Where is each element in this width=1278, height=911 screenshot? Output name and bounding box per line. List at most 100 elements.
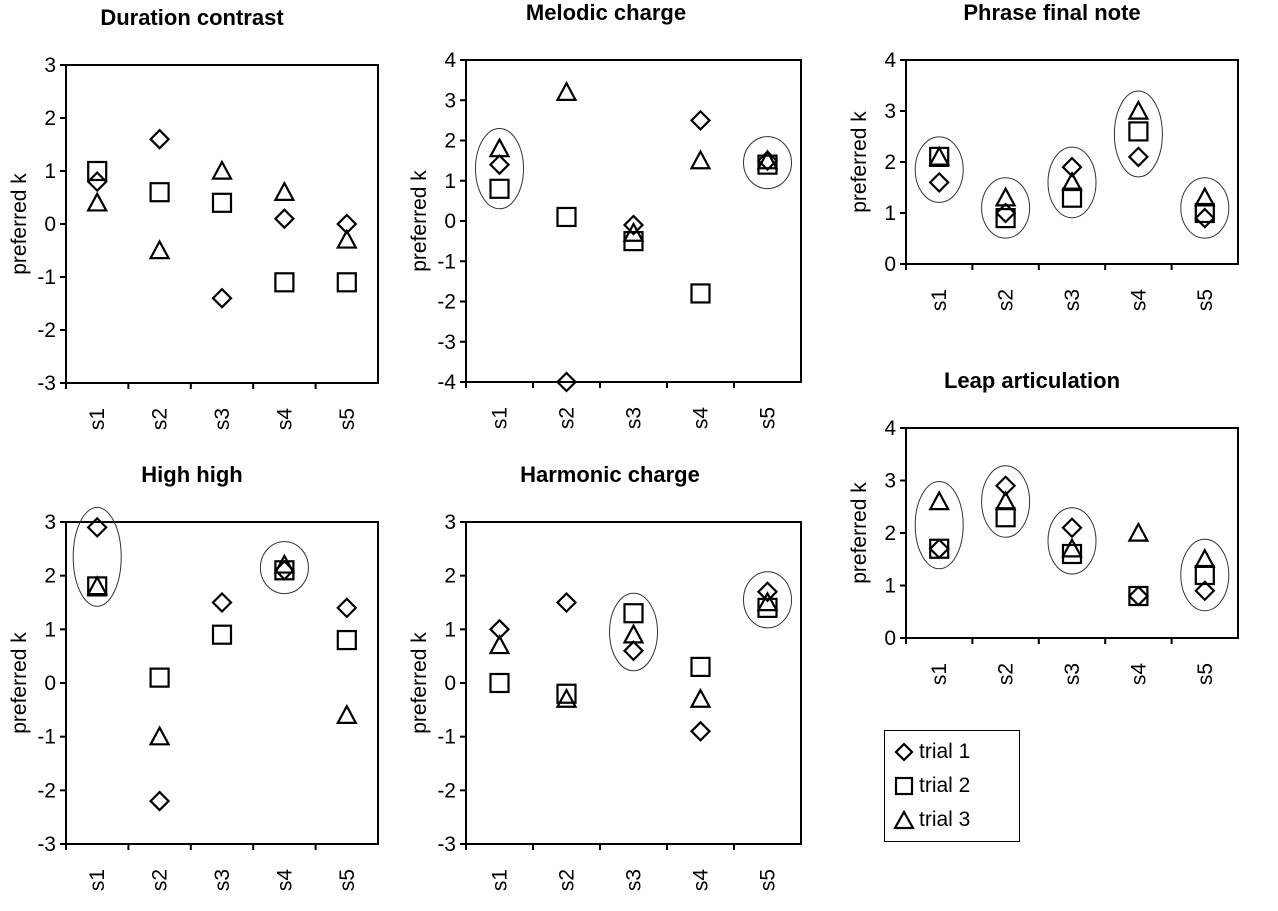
x-tick-label: s2 — [149, 408, 172, 430]
x-tick-label: s3 — [623, 869, 646, 891]
x-tick-label: s3 — [211, 869, 234, 891]
y-tick-label: 1 — [44, 160, 56, 183]
y-tick-label: -1 — [37, 266, 56, 289]
x-tick-label: s2 — [995, 289, 1018, 311]
data-point-trial-1 — [555, 591, 578, 614]
data-point-trial-3 — [211, 159, 233, 180]
highlight-ellipse — [1113, 90, 1163, 178]
data-point-trial-2 — [87, 576, 108, 597]
data-point-trial-1 — [928, 538, 950, 560]
data-point-trial-2 — [1061, 543, 1083, 565]
data-point-trial-3 — [994, 186, 1017, 207]
x-tick-label: s3 — [1061, 663, 1084, 685]
data-point-trial-3 — [148, 725, 171, 746]
highlight-ellipse — [475, 128, 524, 210]
y-tick-label: 1 — [444, 170, 456, 193]
plot-area — [465, 59, 802, 383]
y-tick-label: 4 — [884, 49, 896, 72]
data-point-trial-3 — [622, 623, 645, 644]
highlight-ellipse — [743, 571, 792, 629]
y-tick-label: 3 — [44, 511, 56, 534]
data-point-trial-3 — [928, 490, 951, 511]
data-point-trial-2 — [149, 667, 170, 688]
y-tick-label: 0 — [884, 253, 896, 276]
plot-area — [905, 59, 1239, 265]
y-tick-label: -3 — [37, 372, 56, 395]
x-tick-label: s2 — [149, 869, 172, 891]
highlight-ellipse — [1180, 177, 1230, 239]
data-point-trial-2 — [1194, 202, 1215, 224]
data-point-trial-2 — [556, 206, 577, 228]
y-tick-label: 0 — [44, 672, 56, 695]
diamond-marker-icon — [894, 742, 914, 762]
data-point-trial-1 — [995, 202, 1017, 224]
plot-area — [65, 64, 379, 384]
y-tick-label: -1 — [437, 250, 456, 273]
data-point-trial-2 — [995, 208, 1016, 229]
data-point-trial-1 — [928, 171, 950, 193]
x-tick-label: s1 — [489, 869, 512, 891]
data-point-trial-2 — [929, 538, 950, 559]
data-point-trial-2 — [87, 160, 108, 182]
data-point-trial-1 — [756, 581, 779, 603]
triangle-marker-icon — [893, 809, 915, 830]
data-point-trial-2 — [489, 178, 510, 199]
data-point-trial-2 — [336, 272, 357, 293]
data-point-trial-1 — [622, 214, 645, 236]
x-tick-label: s2 — [995, 663, 1018, 685]
legend-item-trial-1: trial 1 — [893, 737, 970, 767]
x-tick-label: s4 — [1127, 289, 1150, 312]
x-tick-label: s3 — [623, 407, 646, 429]
highlight-ellipse — [1180, 538, 1230, 612]
highlight-ellipse — [1047, 507, 1097, 575]
chart-title: Melodic charge — [526, 0, 686, 25]
highlight-ellipse — [259, 541, 309, 595]
data-point-trial-3 — [1061, 537, 1083, 558]
legend-item-trial-2: trial 2 — [893, 771, 970, 801]
data-point-trial-2 — [995, 507, 1016, 528]
y-axis-label: preferred k — [408, 632, 431, 734]
data-point-trial-2 — [1061, 187, 1083, 208]
data-point-trial-2 — [757, 154, 778, 175]
x-tick-label: s2 — [556, 869, 579, 891]
data-point-trial-2 — [1128, 585, 1149, 607]
y-axis-label: preferred k — [8, 173, 31, 275]
x-tick-label: s1 — [86, 408, 109, 430]
data-point-trial-1 — [211, 591, 233, 614]
data-point-trial-3 — [756, 149, 779, 170]
data-point-trial-2 — [274, 560, 295, 581]
plot-area — [65, 521, 379, 845]
y-tick-label: 2 — [444, 565, 456, 588]
y-tick-label: 1 — [444, 618, 456, 641]
y-tick-label: -3 — [437, 833, 456, 856]
x-tick-label: s2 — [556, 407, 579, 429]
data-point-trial-3 — [555, 80, 578, 101]
data-point-trial-1 — [273, 559, 295, 581]
chart-panel: Duration contrast 3 2 1 0 -1 -2 -3 preferred k s1… — [8, 5, 379, 430]
data-point-trial-2 — [690, 283, 711, 304]
y-axis-label: preferred k — [408, 170, 431, 272]
legend-label: trial 1 — [919, 740, 971, 763]
x-tick-label: s5 — [1194, 289, 1217, 311]
data-point-trial-1 — [336, 597, 358, 619]
highlight-ellipse — [72, 506, 122, 607]
y-tick-label: 3 — [444, 511, 456, 534]
y-axis-label: preferred k — [848, 111, 871, 213]
x-tick-label: s4 — [690, 407, 713, 430]
data-point-trial-1 — [488, 154, 511, 176]
data-point-trial-3 — [1193, 186, 1216, 207]
data-point-trial-3 — [488, 634, 511, 655]
data-point-trial-1 — [689, 109, 712, 131]
data-point-trial-3 — [756, 591, 779, 612]
data-point-trial-3 — [273, 553, 296, 574]
y-tick-label: -4 — [437, 371, 456, 394]
chart-panel: Leap articulation 4 3 2 1 0 preferred k s1 s2 s3 s… — [848, 368, 1239, 685]
data-point-trial-1 — [211, 287, 233, 309]
data-point-trial-1 — [1061, 156, 1083, 178]
y-tick-label: 0 — [44, 213, 56, 236]
data-point-trial-3 — [928, 145, 951, 166]
data-point-trial-1 — [273, 208, 295, 230]
data-point-trial-3 — [689, 149, 712, 170]
chart-panel: Harmonic charge 3 2 1 0 -1 -2 -3 preferred k s1 s2… — [408, 462, 802, 891]
